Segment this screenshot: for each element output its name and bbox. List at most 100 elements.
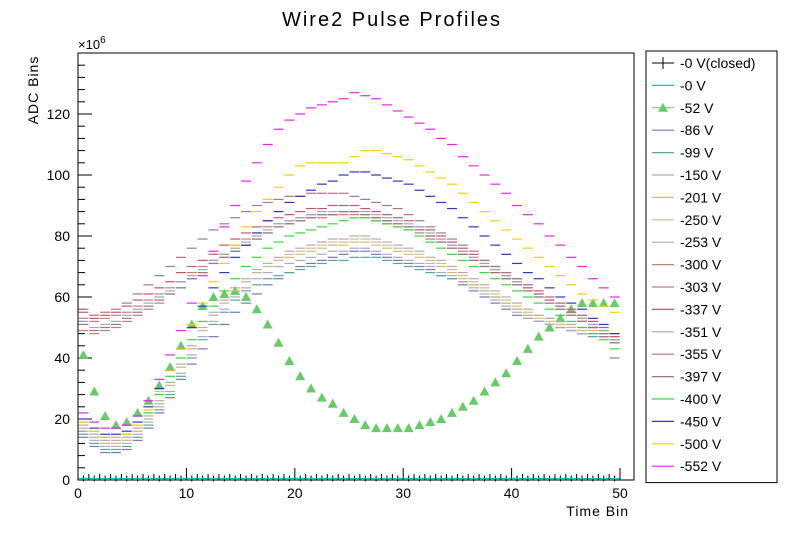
series-15 bbox=[78, 217, 620, 438]
y-tick-label: 60 bbox=[54, 289, 70, 305]
x-tick-label: 0 bbox=[74, 485, 82, 501]
y-axis-multiplier-base: ×10 bbox=[78, 37, 100, 52]
data-point bbox=[110, 420, 121, 430]
data-point bbox=[349, 414, 360, 423]
data-point bbox=[468, 395, 479, 405]
data-point bbox=[522, 343, 533, 353]
x-tick-label: 10 bbox=[179, 485, 195, 501]
legend-label: -337 V bbox=[680, 301, 722, 317]
legend-label: -500 V bbox=[680, 436, 722, 452]
data-point bbox=[598, 298, 609, 308]
data-point bbox=[414, 420, 425, 430]
y-axis-label: ADC Bins bbox=[25, 56, 41, 125]
legend-label: -150 V bbox=[680, 167, 722, 183]
series-11 bbox=[78, 204, 620, 338]
y-axis-multiplier-exponent: 6 bbox=[100, 35, 106, 46]
legend-label: -99 V bbox=[680, 145, 714, 161]
legend-item: -0 V(closed) bbox=[652, 55, 755, 71]
data-point bbox=[403, 423, 414, 433]
legend-label: -303 V bbox=[680, 279, 722, 295]
legend-label: -0 V(closed) bbox=[680, 55, 755, 71]
data-point bbox=[165, 362, 176, 372]
legend-item: -400 V bbox=[652, 391, 722, 407]
data-point bbox=[436, 414, 447, 423]
data-point bbox=[208, 292, 219, 301]
legend-label: -201 V bbox=[680, 189, 722, 205]
y-tick-label: 80 bbox=[54, 228, 70, 244]
data-point bbox=[512, 356, 523, 366]
data-point bbox=[284, 356, 295, 366]
data-point bbox=[154, 380, 165, 390]
data-point bbox=[262, 319, 273, 329]
data-point bbox=[132, 407, 143, 417]
data-point bbox=[479, 386, 490, 396]
data-point bbox=[295, 371, 306, 381]
chart-title: Wire2 Pulse Profiles bbox=[282, 9, 502, 31]
legend-label: -52 V bbox=[680, 100, 714, 116]
data-point bbox=[89, 386, 100, 396]
data-point bbox=[360, 420, 371, 430]
data-point bbox=[306, 383, 317, 393]
legend-item: -300 V bbox=[652, 257, 722, 273]
series-14 bbox=[78, 211, 620, 344]
y-tick-label: 120 bbox=[47, 106, 71, 122]
legend-item: -250 V bbox=[652, 212, 722, 228]
y-tick-label: 100 bbox=[47, 167, 71, 183]
legend-label: -0 V bbox=[680, 77, 706, 93]
legend-item: -355 V bbox=[652, 346, 722, 362]
legend-item: -303 V bbox=[652, 279, 722, 295]
data-point bbox=[609, 298, 620, 308]
legend-label: -351 V bbox=[680, 324, 722, 340]
legend: -0 V(closed) -0 V -52 V -86 V -99 V -150 V -20… bbox=[645, 50, 778, 484]
legend-label: -86 V bbox=[680, 122, 714, 138]
data-point bbox=[121, 417, 132, 427]
legend-label: -397 V bbox=[680, 369, 722, 385]
legend-item: -150 V bbox=[652, 167, 722, 183]
x-tick-label: 20 bbox=[287, 485, 303, 501]
data-point bbox=[371, 423, 382, 433]
series-5 bbox=[78, 247, 620, 448]
data-point bbox=[316, 392, 327, 402]
data-point bbox=[241, 292, 252, 301]
plot-border bbox=[77, 52, 635, 481]
legend-label: -355 V bbox=[680, 346, 722, 362]
series-16 bbox=[78, 171, 620, 435]
data-point bbox=[425, 417, 436, 427]
x-tick-label: 50 bbox=[612, 485, 628, 501]
legend-item: -397 V bbox=[652, 369, 722, 385]
data-point bbox=[501, 368, 512, 378]
data-point bbox=[78, 349, 89, 359]
legend-item: -52 V bbox=[652, 100, 714, 116]
series-3 bbox=[78, 250, 620, 454]
data-point bbox=[533, 331, 544, 341]
data-point bbox=[219, 288, 230, 298]
data-point bbox=[555, 313, 566, 323]
data-point bbox=[338, 407, 349, 417]
x-tick-label: 30 bbox=[395, 485, 411, 501]
data-point bbox=[175, 340, 186, 350]
legend-label: -450 V bbox=[680, 413, 722, 429]
y-axis: 0 20 40 60 80 100 120 bbox=[47, 52, 92, 488]
data-point bbox=[273, 337, 284, 347]
data-point bbox=[446, 407, 457, 417]
y-tick-label: 20 bbox=[54, 411, 70, 427]
legend-item: -253 V bbox=[652, 234, 722, 250]
series-17 bbox=[78, 150, 620, 438]
legend-item: -351 V bbox=[652, 324, 722, 340]
x-axis-label: Time Bin bbox=[566, 503, 629, 519]
data-point bbox=[577, 298, 588, 308]
legend-item: -0 V bbox=[652, 77, 706, 93]
series-18 bbox=[78, 92, 620, 429]
data-point bbox=[457, 401, 468, 411]
legend-item: -500 V bbox=[652, 436, 722, 452]
legend-item: -99 V bbox=[652, 145, 714, 161]
data-point bbox=[490, 377, 501, 387]
legend-label: -300 V bbox=[680, 257, 722, 273]
legend-label: -552 V bbox=[680, 458, 722, 474]
legend-label: -250 V bbox=[680, 212, 722, 228]
legend-label: -400 V bbox=[680, 391, 722, 407]
legend-item: -450 V bbox=[652, 413, 722, 429]
x-tick-label: 40 bbox=[504, 485, 520, 501]
legend-box bbox=[645, 50, 778, 484]
